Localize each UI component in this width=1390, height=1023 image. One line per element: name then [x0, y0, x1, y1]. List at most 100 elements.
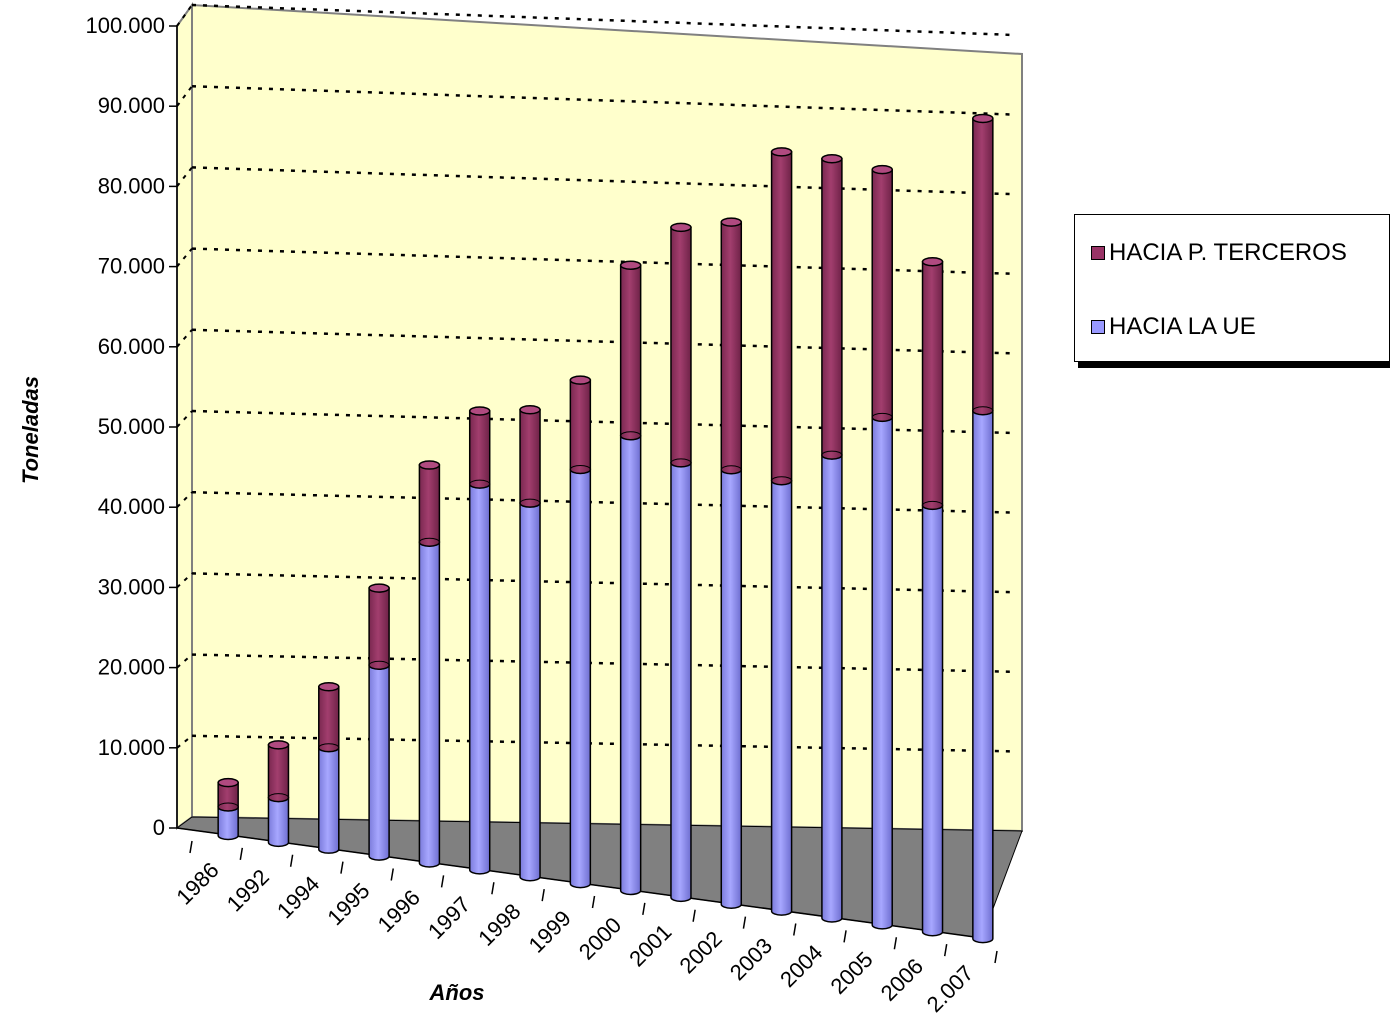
- bar-2.007: [972, 113, 994, 944]
- x-tick-label: 1996: [373, 885, 425, 937]
- x-tick-mark: [491, 882, 495, 895]
- bar-top: [468, 406, 491, 416]
- x-tick-mark: [843, 930, 847, 943]
- y-tick-label: 20.000: [98, 655, 165, 680]
- x-tick-mark: [943, 944, 948, 957]
- x-tick-mark: [591, 895, 596, 909]
- bar-boundary: [519, 498, 541, 508]
- bar-boundary: [670, 458, 692, 468]
- bar-segment-terceros: [569, 379, 592, 475]
- bar-top: [418, 460, 441, 470]
- y-tick-label: 10.000: [98, 735, 165, 760]
- bar-2000: [619, 260, 642, 896]
- x-tick-label: 1995: [322, 878, 374, 930]
- bar-top: [670, 222, 692, 233]
- bar-segment-ue: [318, 746, 340, 854]
- bar-top: [318, 682, 340, 692]
- y-tick-label: 30.000: [98, 574, 165, 599]
- side-wall: [176, 1, 193, 830]
- grid-connector: [176, 572, 193, 589]
- bar-segment-ue: [670, 462, 692, 903]
- bar-segment-terceros: [318, 686, 340, 753]
- bar-segment-ue: [921, 504, 944, 937]
- x-tick-label: 2004: [775, 940, 827, 992]
- bar-boundary: [620, 431, 642, 441]
- bar-top: [217, 777, 239, 788]
- bar-segment-terceros: [368, 587, 390, 670]
- bar-top: [871, 164, 893, 175]
- x-tick-label: 1986: [171, 857, 223, 909]
- bar-segment-ue: [267, 796, 290, 848]
- bar-segment-terceros: [770, 151, 793, 486]
- grid-connector: [176, 166, 193, 188]
- bar-segment-terceros: [519, 409, 541, 508]
- bar-boundary: [318, 743, 340, 753]
- bar-boundary: [771, 476, 793, 486]
- y-tick-label: 80.000: [98, 173, 165, 198]
- bar-segment-ue: [770, 479, 793, 916]
- bar-segment-terceros: [267, 744, 290, 803]
- x-tick-mark: [541, 889, 545, 902]
- y-tick-label: 90.000: [98, 93, 165, 118]
- bar-2004: [821, 153, 843, 923]
- bar-top: [619, 260, 642, 270]
- bar-segment-ue: [519, 502, 541, 882]
- bar-segment-ue: [368, 664, 390, 861]
- grid-connector: [176, 735, 193, 749]
- legend-swatch-terceros: [1091, 246, 1105, 260]
- bar-segment-ue: [468, 483, 491, 875]
- chart-walls: [175, 1, 1023, 939]
- back-wall: [191, 3, 1023, 833]
- bars: [217, 113, 994, 944]
- x-tick-mark: [440, 875, 445, 888]
- bar-top: [720, 217, 743, 227]
- grid-connector: [176, 4, 193, 27]
- bar-top: [267, 740, 290, 750]
- legend-shadow: [1078, 362, 1390, 368]
- y-tick-label: 100.000: [85, 13, 165, 38]
- bar-segment-ue: [871, 416, 893, 930]
- bar-boundary: [469, 479, 491, 489]
- x-axis-title: Años: [429, 980, 485, 1005]
- x-tick-mark: [340, 861, 344, 874]
- x-tick-label: 2002: [675, 926, 727, 978]
- bar-2005: [871, 164, 893, 930]
- x-tick-mark: [994, 950, 998, 964]
- x-tick-mark: [893, 937, 898, 950]
- x-tick-mark: [793, 923, 797, 936]
- legend-item-ue: HACIA LA UE: [1091, 313, 1256, 341]
- bar-2003: [770, 147, 793, 916]
- bar-segment-terceros: [619, 264, 642, 441]
- bar-boundary: [871, 412, 893, 422]
- bar-boundary: [267, 793, 289, 803]
- bar-top: [972, 113, 994, 124]
- y-axis-title: Toneladas: [18, 376, 43, 484]
- bar-top: [821, 153, 843, 164]
- x-tick-label: 2.007: [922, 960, 979, 1017]
- bar-segment-ue: [217, 806, 239, 841]
- x-tick-label: 1994: [272, 871, 324, 923]
- bar-1992: [267, 740, 290, 848]
- x-tick-label: 2006: [876, 954, 928, 1006]
- bar-boundary: [569, 464, 591, 474]
- bar-2001: [670, 222, 692, 903]
- legend-label-ue: HACIA LA UE: [1109, 313, 1256, 340]
- bar-segment-ue: [569, 468, 592, 889]
- x-tick-label: 2003: [725, 933, 777, 985]
- bar-1994: [318, 682, 340, 854]
- y-tick-label: 70.000: [98, 254, 165, 279]
- x-tick-label: 1992: [222, 864, 274, 916]
- bar-segment-ue: [619, 434, 642, 896]
- bar-1996: [418, 460, 441, 868]
- bar-boundary: [368, 660, 390, 670]
- x-tick-label: 2000: [574, 912, 626, 964]
- bar-1998: [519, 405, 541, 882]
- bar-segment-terceros: [821, 157, 843, 460]
- grid-connector: [176, 329, 193, 348]
- bar-boundary: [217, 802, 239, 812]
- grid-connector: [176, 247, 193, 268]
- bar-1997: [468, 406, 491, 875]
- grid-connector: [176, 491, 193, 508]
- grid-connector: [176, 653, 193, 669]
- legend-label-terceros: HACIA P. TERCEROS: [1109, 239, 1347, 266]
